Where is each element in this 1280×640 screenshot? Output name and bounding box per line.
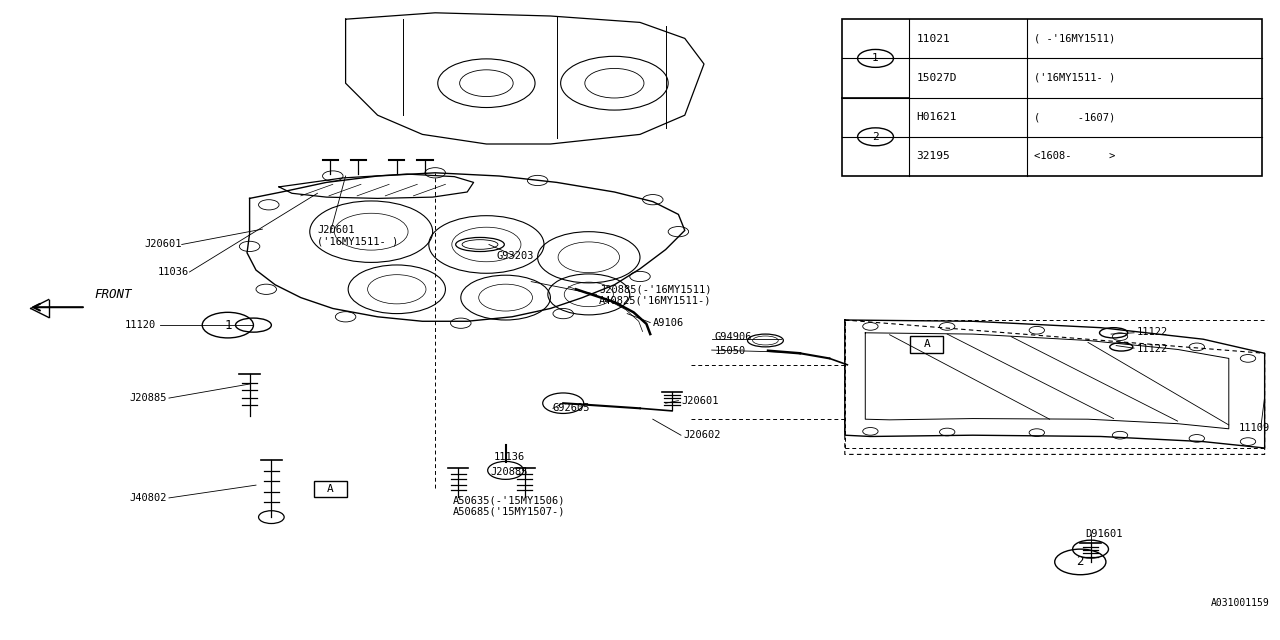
Text: J40802: J40802 (129, 493, 166, 503)
Text: G93203: G93203 (497, 251, 534, 261)
Text: J20602: J20602 (684, 430, 721, 440)
Text: A031001159: A031001159 (1211, 598, 1270, 608)
Text: <1608-      >: <1608- > (1034, 152, 1115, 161)
Text: J20601: J20601 (681, 396, 718, 406)
Text: J20885: J20885 (490, 467, 529, 477)
Text: 11120: 11120 (125, 320, 156, 330)
Text: A: A (923, 339, 931, 349)
Text: 11021: 11021 (916, 34, 950, 44)
Text: 11109: 11109 (1239, 422, 1270, 433)
Bar (910, 336, 943, 353)
Text: J20601: J20601 (317, 225, 355, 236)
Text: H01621: H01621 (916, 112, 957, 122)
Text: ('16MY1511- ): ('16MY1511- ) (1034, 73, 1115, 83)
Text: 2: 2 (1076, 556, 1084, 568)
Text: (      -1607): ( -1607) (1034, 112, 1115, 122)
Text: 1: 1 (872, 53, 879, 63)
Text: J20601: J20601 (145, 239, 182, 250)
Text: 11122: 11122 (1137, 344, 1167, 355)
Text: 2: 2 (872, 132, 879, 142)
Text: G92605: G92605 (553, 403, 590, 413)
Text: J20885(-'16MY1511): J20885(-'16MY1511) (599, 284, 712, 294)
Text: 1: 1 (224, 319, 232, 332)
Text: G94906: G94906 (714, 332, 751, 342)
Text: 32195: 32195 (916, 152, 950, 161)
Text: 15050: 15050 (714, 346, 745, 356)
Text: 15027D: 15027D (916, 73, 957, 83)
Text: A50685('15MY1507-): A50685('15MY1507-) (453, 507, 566, 517)
Text: D91601: D91601 (1085, 529, 1123, 540)
Text: A: A (326, 484, 334, 494)
Text: 11136: 11136 (494, 452, 525, 462)
Text: 11122: 11122 (1137, 326, 1167, 337)
Text: A40825('16MY1511-): A40825('16MY1511-) (599, 296, 712, 306)
Text: FRONT: FRONT (95, 288, 132, 301)
Text: ('16MY1511- ): ('16MY1511- ) (317, 237, 398, 247)
Text: A9106: A9106 (653, 317, 684, 328)
Bar (314, 481, 347, 497)
Text: A50635(-'15MY1506): A50635(-'15MY1506) (453, 495, 566, 506)
Text: J20885: J20885 (129, 393, 166, 403)
Bar (842, 19, 1262, 176)
Text: 11036: 11036 (159, 267, 189, 277)
Text: ( -'16MY1511): ( -'16MY1511) (1034, 34, 1115, 44)
